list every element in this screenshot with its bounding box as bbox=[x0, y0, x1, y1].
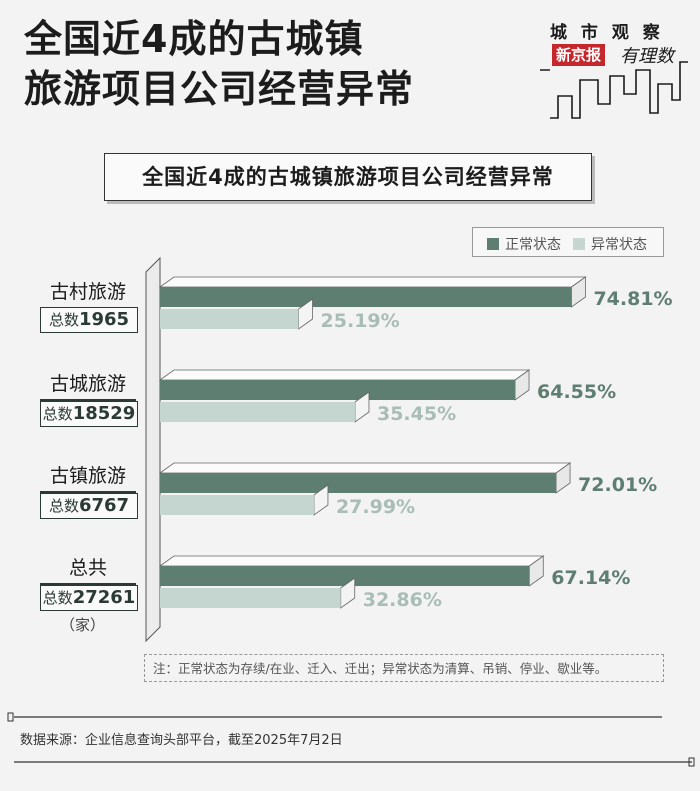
bar bbox=[160, 402, 355, 422]
unit-note: （家） bbox=[60, 616, 106, 634]
category-total: 总数1965 bbox=[40, 307, 138, 333]
main-title-line1: 全国近4成的古城镇 bbox=[24, 17, 364, 61]
chart-title: 全国近4成的古城镇旅游项目公司经营异常 bbox=[104, 153, 592, 201]
data-label: 35.45% bbox=[377, 403, 456, 425]
footnote: 注：正常状态为存续/在业、迁入、迁出；异常状态为清算、吊销、停业、歇业等。 bbox=[144, 654, 664, 682]
total-value: 1965 bbox=[78, 309, 130, 330]
chart-wall bbox=[145, 256, 161, 643]
chart-baseline-wall bbox=[145, 256, 161, 643]
legend-item-normal: 正常状态 bbox=[487, 234, 561, 254]
category-label: 古镇旅游 bbox=[40, 461, 136, 493]
bar bbox=[160, 473, 557, 493]
data-label: 67.14% bbox=[551, 567, 630, 589]
main-title: 全国近4成的古城镇 旅游项目公司经营异常 bbox=[24, 14, 414, 114]
bar bbox=[160, 588, 341, 608]
legend-label-normal: 正常状态 bbox=[505, 237, 561, 253]
bar bbox=[160, 309, 299, 329]
total-prefix: 总数 bbox=[42, 589, 73, 607]
data-label: 32.86% bbox=[363, 589, 442, 611]
bar bbox=[160, 495, 314, 515]
total-prefix: 总数 bbox=[42, 405, 73, 423]
bar bbox=[160, 380, 516, 400]
data-label: 27.99% bbox=[336, 496, 415, 518]
bar-top-face bbox=[158, 369, 531, 381]
bar-top-face bbox=[158, 462, 572, 474]
category-label: 古村旅游 bbox=[40, 277, 136, 309]
total-prefix: 总数 bbox=[48, 497, 79, 515]
legend-label-abnormal: 异常状态 bbox=[591, 237, 647, 253]
category-label: 古城旅游 bbox=[40, 369, 136, 401]
chart-bars: 74.81% 64.55% 72.01% 67.14% 25.19% 35.45% 27.9… bbox=[158, 276, 673, 611]
bar-top-face bbox=[158, 555, 545, 567]
chart-legend: 正常状态 异常状态 bbox=[472, 227, 664, 257]
legend-swatch-normal bbox=[487, 238, 499, 250]
bar bbox=[160, 566, 530, 586]
data-label: 25.19% bbox=[321, 310, 400, 332]
total-value: 27261 bbox=[72, 587, 136, 608]
main-title-line2: 旅游项目公司经营异常 bbox=[24, 67, 415, 111]
bar bbox=[160, 287, 572, 307]
legend-swatch-abnormal bbox=[573, 238, 585, 250]
bar-side-face bbox=[298, 298, 313, 330]
category-total: 总数6767 bbox=[40, 493, 138, 519]
brand-column-name: 城 市 观 察 bbox=[550, 23, 664, 43]
category-total: 总数18529 bbox=[40, 401, 138, 427]
brand-logo: 城 市 观 察 新京报 有理数 bbox=[540, 18, 690, 138]
bar-top-face bbox=[158, 276, 587, 288]
data-label: 74.81% bbox=[593, 288, 672, 310]
category-label: 总共 bbox=[40, 553, 136, 585]
skyline-graphic bbox=[540, 61, 688, 119]
total-prefix: 总数 bbox=[48, 311, 79, 329]
total-value: 6767 bbox=[78, 495, 130, 516]
category-total: 总数27261 bbox=[40, 585, 138, 611]
legend-item-abnormal: 异常状态 bbox=[573, 234, 647, 254]
bar-side-face bbox=[340, 577, 356, 609]
bar-side-face bbox=[571, 276, 586, 308]
brand-badge: 新京报 bbox=[552, 44, 606, 66]
brand-script: 有理数 bbox=[620, 46, 674, 67]
data-source: 数据来源：企业信息查询头部平台，截至2025年7月2日 bbox=[20, 733, 343, 748]
data-label: 72.01% bbox=[578, 474, 657, 496]
data-label: 64.55% bbox=[537, 381, 616, 403]
total-value: 18529 bbox=[72, 403, 136, 424]
